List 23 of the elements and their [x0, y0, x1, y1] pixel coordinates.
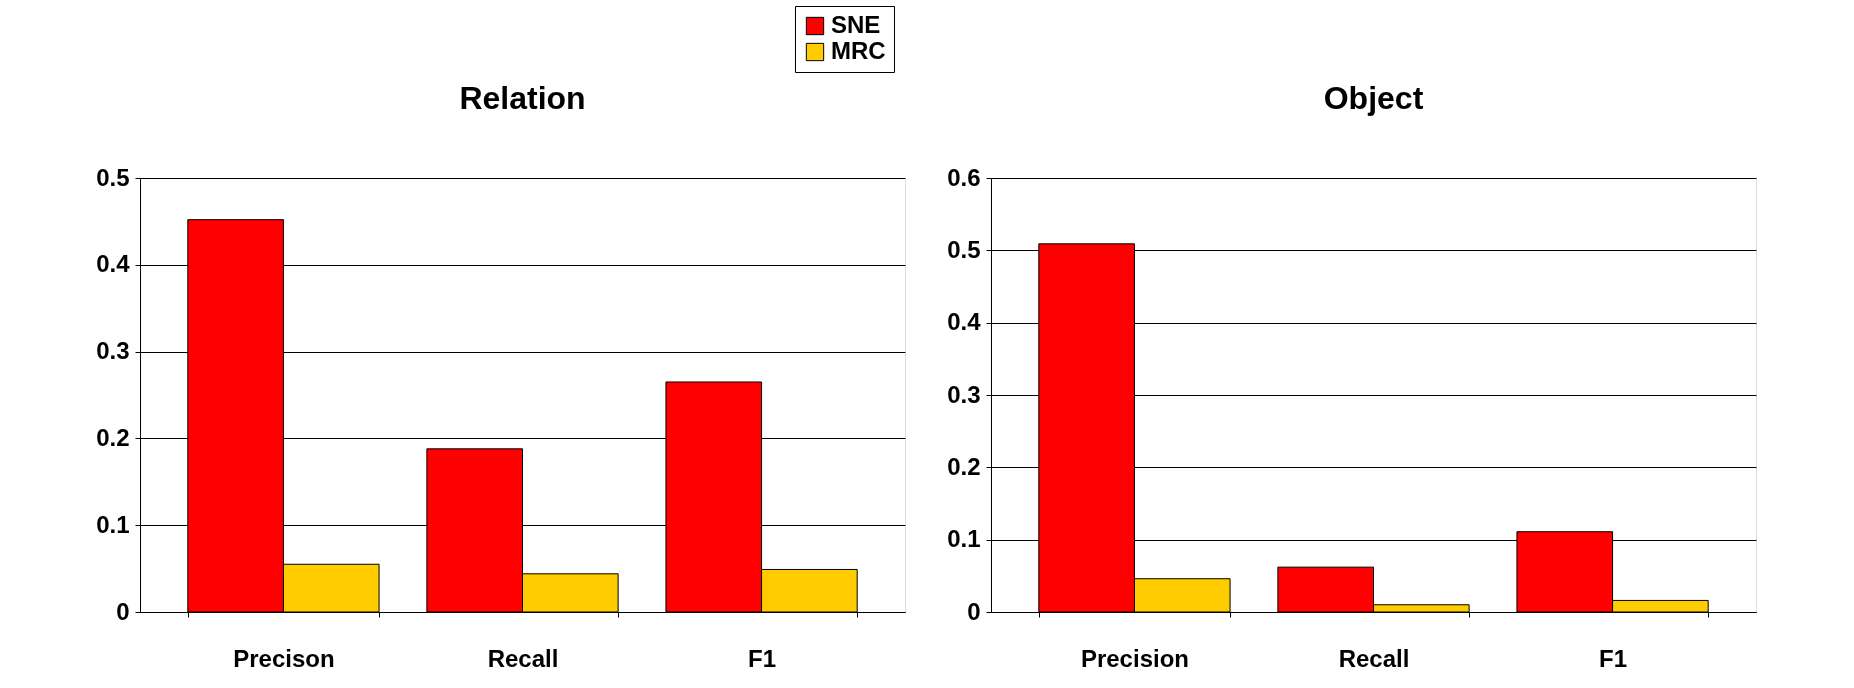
y-tick-label: 0.4 [947, 308, 982, 336]
y-tick-label: 0.2 [96, 423, 130, 451]
legend-label: MRC [831, 37, 886, 64]
y-tick-label: 0 [116, 597, 130, 625]
y-tick-label: 0.3 [947, 380, 981, 408]
x-tick-label: F1 [1599, 644, 1628, 672]
x-tick-label: F1 [748, 644, 777, 672]
y-tick-label: 0.1 [947, 525, 981, 553]
legend-label: SNE [831, 11, 881, 38]
y-tick-label: 0.1 [96, 510, 130, 538]
x-tick-label: Recall [487, 644, 559, 672]
y-tick-label: 0.4 [96, 250, 131, 278]
y-tick-label: 0.3 [96, 337, 130, 365]
x-tick-label: Precison [233, 644, 335, 672]
chart-title: Object [1323, 80, 1424, 116]
x-tick-label: Recall [1338, 644, 1410, 672]
y-tick-label: 0.2 [947, 452, 981, 480]
y-tick-label: 0.5 [947, 235, 981, 263]
y-tick-label: 0.6 [947, 163, 981, 191]
y-tick-label: 0 [967, 597, 981, 625]
chart-title: Relation [459, 80, 586, 116]
x-tick-label: Precision [1080, 644, 1189, 672]
y-tick-label: 0.5 [96, 163, 130, 191]
